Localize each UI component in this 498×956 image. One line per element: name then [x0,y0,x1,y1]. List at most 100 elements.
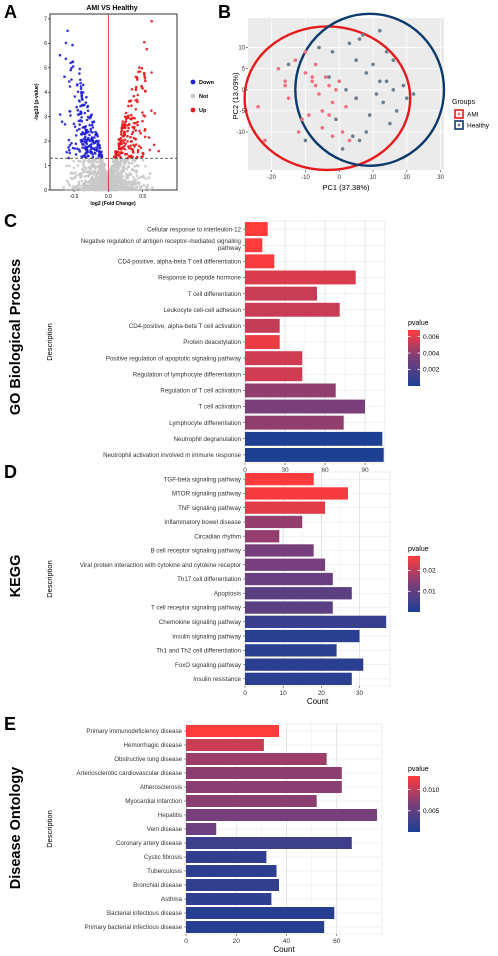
volcano-point [117,178,121,181]
volcano-point [122,166,125,170]
volcano-point [77,180,81,184]
volcano-point [100,182,103,185]
category-label: T cell differentiation [188,291,242,298]
category-label: Apoptosis [214,590,241,597]
volcano-point [124,180,128,183]
panel-label: B [218,2,231,22]
x-tick-label: 60 [321,467,329,474]
ami-point [256,104,260,109]
volcano-point [80,179,83,183]
x-tick-label: 30 [281,467,289,474]
volcano-point [79,110,83,114]
x-tick-label: 20 [318,690,326,697]
volcano-point [125,167,129,171]
category-label: Bronchial disease [133,882,182,889]
volcano-point [134,138,137,141]
category-label: Hepatitis [158,812,182,819]
category-label: Viral protein interaction with cytokine … [80,562,241,569]
volcano-point [104,180,107,184]
volcano-point [71,43,74,47]
volcano-point [111,172,114,175]
volcano-point [71,65,75,68]
volcano-point [86,180,89,184]
volcano-point [100,155,104,158]
category-label: Obstructive lung disease [114,756,182,763]
volcano-point [85,148,88,152]
category-label: TNF signaling pathway [178,505,242,512]
ami-point [330,134,335,138]
volcano-point [143,188,146,192]
volcano-point [83,175,87,178]
volcano-point [94,180,97,184]
volcano-point [132,143,135,147]
volcano-point [108,188,111,192]
category-label: Insulin signaling pathway [172,633,242,640]
volcano-point [85,142,89,145]
volcano-point [68,143,72,147]
volcano-point [116,150,120,154]
volcano-point [90,137,94,141]
healthy-ellipse [294,12,446,167]
volcano-point [65,164,68,167]
healthy-point [391,58,396,62]
x-axis-title: Count [307,697,329,706]
volcano-point [136,100,139,104]
volcano-point [133,169,136,172]
ami-point [310,79,315,84]
volcano-point [123,121,127,124]
healthy-point [303,138,308,143]
volcano-point [135,185,139,189]
category-label: Neutrophil activation involved in immune… [103,452,241,459]
volcano-point [127,145,130,148]
volcano-point [126,165,130,169]
healthy-point [381,100,386,105]
ami-point [313,62,318,67]
volcano-point [88,179,92,183]
ami-point [323,75,328,79]
volcano-point [65,188,68,191]
volcano-point [67,138,71,142]
volcano-point [73,95,77,98]
bar [245,431,383,446]
bar [186,781,342,793]
volcano-point [72,159,75,163]
volcano-point [126,140,129,143]
healthy-point [378,79,382,84]
volcano-point [85,128,88,132]
volcano-point [153,112,157,115]
volcano-point [140,155,143,159]
category-label: FoxO signaling pathway [175,662,242,669]
y-tick-label: 0 [242,88,246,94]
category-label: Regulation of lymphocyte differentiation [133,371,242,378]
colorbar [408,330,420,386]
category-label: Neutrophil degranulation [174,436,242,443]
volcano-point [113,186,116,190]
legend: Groups AMI Healthy [452,99,490,130]
healthy-point [411,92,416,96]
volcano-point [127,162,131,165]
ami-point [307,113,311,117]
category-label: Atherosclerosis [140,784,182,791]
volcano-point [84,101,88,104]
healthy-point [354,58,358,62]
ami-point [263,138,267,143]
ami-point [310,75,315,79]
volcano-point [91,126,95,129]
volcano-point [79,85,83,88]
category-label: T cell receptor signaling pathway [151,605,242,612]
bar [245,286,317,301]
volcano-point [89,127,93,131]
volcano-point [74,142,78,145]
volcano-point [81,171,84,175]
x-tick-label: 90 [361,467,369,474]
volcano-point [142,175,145,179]
volcano-point [114,184,117,187]
category-label: Leukocyte cell-cell adhesion [164,307,242,314]
volcano-point [65,150,68,154]
volcano-point [125,152,129,156]
colorbar [408,556,420,612]
volcano-point [89,159,92,163]
volcano-point [140,67,144,70]
volcano-point [137,188,141,192]
